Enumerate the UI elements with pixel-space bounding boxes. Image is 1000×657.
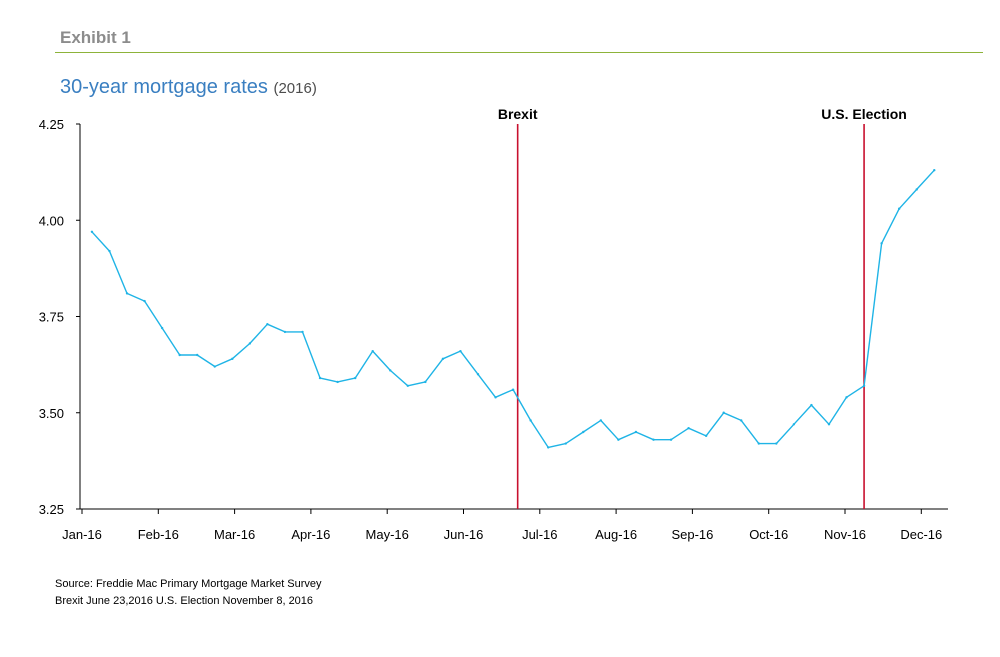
x-tick-label: Jan-16 [62, 527, 102, 542]
y-axis: 4.25 4.00 3.75 3.50 3.25 [39, 117, 81, 517]
chart-title: 30-year mortgage rates (2016) [60, 76, 317, 99]
data-point [476, 373, 480, 376]
data-point [582, 430, 585, 434]
x-tick-label: Oct-16 [749, 527, 788, 542]
x-tick-label: Aug-16 [595, 527, 637, 542]
data-point [757, 442, 760, 445]
x-tick-label: May-16 [366, 527, 409, 542]
y-tick-label: 4.25 [39, 117, 64, 132]
data-point [301, 330, 304, 334]
data-point [213, 365, 216, 368]
x-tick-label: Jul-16 [522, 527, 557, 542]
exhibit-label: Exhibit 1 [60, 28, 131, 47]
x-tick-label: Sep-16 [671, 527, 713, 542]
data-point [775, 442, 778, 445]
data-point [845, 396, 848, 399]
data-point [318, 376, 322, 380]
data-point [231, 357, 234, 361]
data-point [459, 349, 462, 353]
x-tick-label: Jun-16 [444, 527, 484, 542]
data-point [424, 380, 427, 384]
data-point [599, 419, 603, 422]
data-point [564, 442, 567, 445]
data-point [546, 446, 550, 449]
data-point [108, 249, 111, 253]
data-point [792, 423, 796, 426]
data-point [125, 292, 129, 295]
data-point [441, 357, 445, 361]
y-tick-label: 3.50 [39, 406, 64, 421]
y-tick-label: 4.00 [39, 213, 64, 228]
data-point [880, 242, 883, 245]
data-point [669, 438, 673, 441]
data-point [617, 438, 620, 441]
y-tick-label: 3.25 [39, 502, 64, 517]
x-tick-label: Feb-16 [138, 527, 179, 542]
data-point [371, 349, 374, 353]
data-point [933, 169, 936, 172]
data-point [160, 326, 164, 330]
event-label: Brexit [498, 106, 538, 122]
chart-title-text: 30-year mortgage rates [60, 76, 268, 98]
data-point [283, 330, 287, 334]
data-point [862, 384, 866, 387]
data-point [494, 396, 497, 399]
data-point [196, 353, 199, 357]
data-point [722, 411, 725, 414]
data-point [687, 426, 690, 430]
chart-title-year: (2016) [273, 80, 317, 97]
data-point [810, 403, 813, 407]
data-point [897, 207, 901, 210]
source-note: Source: Freddie Mac Primary Mortgage Mar… [55, 578, 322, 590]
data-point [652, 438, 655, 441]
data-point [511, 388, 515, 391]
data-point [178, 353, 181, 357]
data-point [248, 342, 252, 345]
series-line [91, 169, 935, 449]
x-tick-label: Dec-16 [900, 527, 942, 542]
x-tick-label: Apr-16 [291, 527, 330, 542]
footnotes: Source: Freddie Mac Primary Mortgage Mar… [55, 576, 322, 610]
data-point [90, 230, 94, 233]
event-label: U.S. Election [821, 106, 907, 122]
event-note: Brexit June 23,2016 U.S. Election Novemb… [55, 595, 314, 607]
data-point [634, 430, 638, 434]
data-point [827, 423, 831, 426]
data-point [389, 369, 392, 372]
x-tick-label: Nov-16 [824, 527, 866, 542]
y-tick-label: 3.75 [39, 310, 64, 325]
data-point [143, 299, 146, 303]
data-point [704, 434, 708, 438]
x-tick-label: Mar-16 [214, 527, 255, 542]
data-point [915, 188, 918, 191]
data-point [740, 419, 743, 422]
data-point [529, 419, 532, 422]
data-point [266, 323, 269, 326]
event-markers: Brexit U.S. Election [498, 106, 907, 509]
series-lines [90, 169, 936, 449]
header-divider [55, 52, 983, 53]
data-point [406, 384, 410, 387]
data-point [336, 380, 339, 384]
data-point [353, 376, 357, 380]
x-axis: Jan-16 Feb-16 Mar-16 Apr-16 May-16 Jun-16 Jul-… [62, 508, 948, 542]
